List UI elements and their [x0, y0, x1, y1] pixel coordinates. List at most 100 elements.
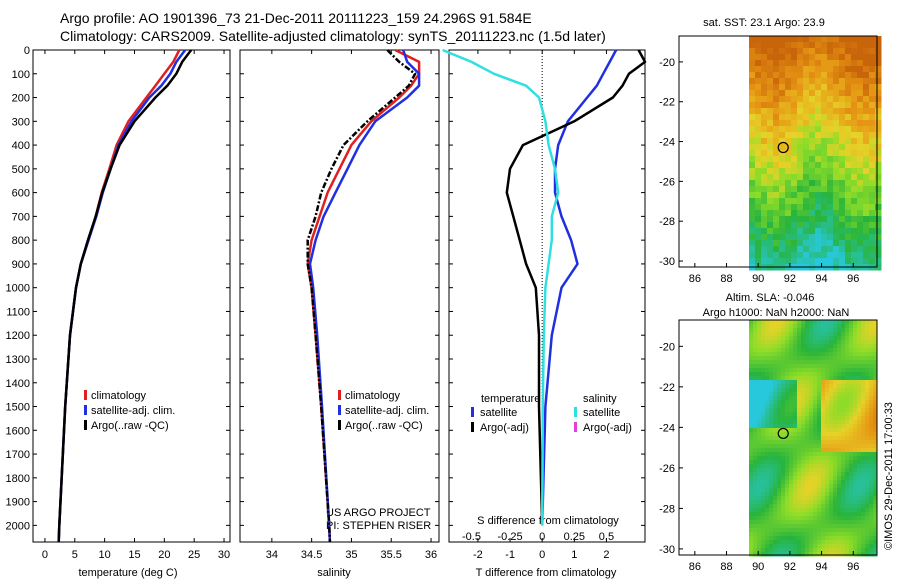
map-cell [801, 540, 806, 545]
map-cell [777, 432, 782, 437]
argo-position-marker [777, 427, 789, 440]
map-cell [773, 168, 780, 175]
map-cell [829, 412, 834, 417]
header-line-2: Climatology: CARS2009. Satellite-adjuste… [60, 28, 606, 44]
map-cell [829, 488, 834, 493]
map-cell [767, 60, 774, 67]
map-cell [809, 340, 814, 345]
map-cell [809, 404, 814, 409]
map-cell [789, 488, 794, 493]
map-cell [873, 400, 878, 405]
map-cell [833, 500, 838, 505]
map-cell [845, 348, 850, 353]
map-cell [809, 60, 816, 67]
map-cell [767, 108, 774, 115]
map-cell [837, 324, 842, 329]
map-cell [841, 528, 846, 533]
map-cell [773, 246, 780, 253]
map-cell [797, 424, 802, 429]
map-cell [849, 532, 854, 537]
map-cell [827, 120, 834, 127]
map-cell [767, 54, 774, 61]
map-cell [761, 78, 768, 85]
map-cell [789, 332, 794, 337]
map-cell [761, 198, 768, 205]
map-cell [769, 400, 774, 405]
map-cell [779, 198, 786, 205]
map-cell [827, 102, 834, 109]
map-cell [845, 138, 852, 145]
map-cell [803, 66, 810, 73]
map-cell [797, 42, 804, 49]
map-cell [753, 380, 758, 385]
map-cell [845, 492, 850, 497]
map-cell [865, 392, 870, 397]
map-cell [757, 384, 762, 389]
map-cell [813, 368, 818, 373]
map-cell [853, 476, 858, 481]
map-cell [849, 324, 854, 329]
map-cell [869, 222, 876, 229]
map-cell [761, 96, 768, 103]
map-cell [837, 512, 842, 517]
map-cell [753, 488, 758, 493]
map-cell [753, 552, 758, 557]
map-cell [809, 324, 814, 329]
map-cell [841, 400, 846, 405]
map-cell [869, 420, 874, 425]
map-cell [809, 532, 814, 537]
map-cell [841, 532, 846, 537]
map-cell [801, 468, 806, 473]
map-cell [753, 412, 758, 417]
map-cell [769, 480, 774, 485]
map-cell [797, 364, 802, 369]
map-cell [809, 78, 816, 85]
map-cell [761, 108, 768, 115]
map-cell [803, 204, 810, 211]
map-cell [757, 496, 762, 501]
map-cell [849, 528, 854, 533]
map-cell [805, 372, 810, 377]
map-cell [777, 460, 782, 465]
x-tick-label: 36 [425, 549, 437, 561]
map-cell [765, 392, 770, 397]
map-cell [817, 500, 822, 505]
map-cell [773, 90, 780, 97]
map-cell [773, 78, 780, 85]
map-cell [821, 216, 828, 223]
map-cell [753, 548, 758, 553]
map-cell [809, 504, 814, 509]
map-cell [809, 102, 816, 109]
map-cell [801, 472, 806, 477]
map-cell [785, 392, 790, 397]
map-cell [845, 392, 850, 397]
map-cell [757, 408, 762, 413]
map-cell [781, 392, 786, 397]
map-cell [865, 460, 870, 465]
map-cell [825, 472, 830, 477]
map-cell [761, 222, 768, 229]
map-cell [813, 512, 818, 517]
legend-label: climatology [91, 390, 147, 402]
map-cell [853, 348, 858, 353]
map-cell [761, 432, 766, 437]
map-cell [779, 234, 786, 241]
map-cell [791, 126, 798, 133]
map-cell [777, 440, 782, 445]
map-cell [749, 258, 756, 265]
map-cell [829, 452, 834, 457]
map-cell [779, 36, 786, 43]
map-cell [857, 460, 862, 465]
map-cell [797, 388, 802, 393]
map-cell [777, 320, 782, 325]
map-cell [809, 108, 816, 115]
map-cell [753, 484, 758, 489]
map-cell [861, 384, 866, 389]
map-cell [803, 234, 810, 241]
map-cell [793, 388, 798, 393]
map-cell [753, 332, 758, 337]
map-cell [805, 472, 810, 477]
map-cell [815, 60, 822, 67]
map-cell [789, 464, 794, 469]
map-cell [851, 114, 858, 121]
